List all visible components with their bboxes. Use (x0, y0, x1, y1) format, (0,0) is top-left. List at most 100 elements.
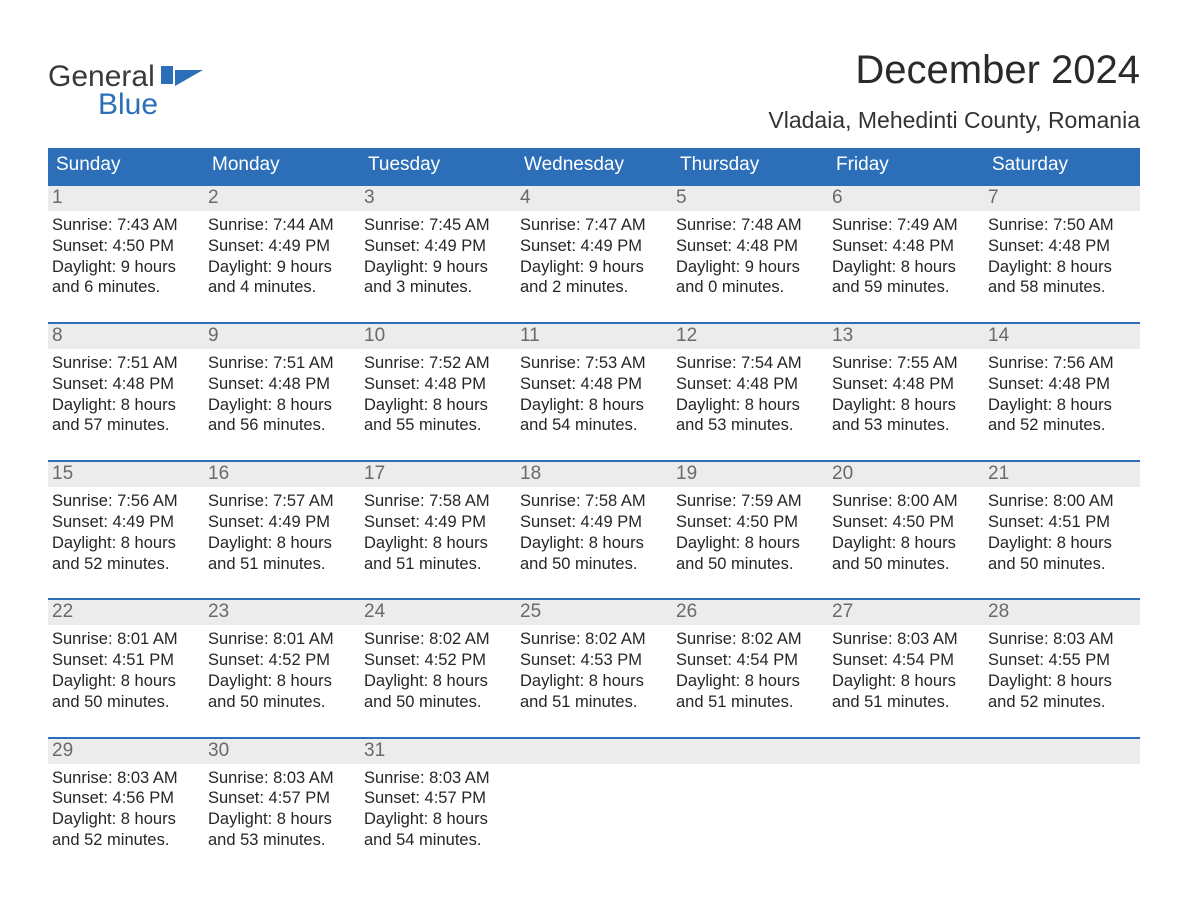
day-d1: Daylight: 8 hours (832, 533, 978, 554)
day-body (828, 764, 984, 848)
calendar-day: 28Sunrise: 8:03 AMSunset: 4:55 PMDayligh… (984, 600, 1140, 718)
day-sunset: Sunset: 4:48 PM (52, 374, 198, 395)
calendar-day: 5Sunrise: 7:48 AMSunset: 4:48 PMDaylight… (672, 186, 828, 304)
day-sunset: Sunset: 4:51 PM (52, 650, 198, 671)
weekday-header: Monday (204, 148, 360, 184)
day-sunrise: Sunrise: 7:51 AM (208, 353, 354, 374)
day-d1: Daylight: 8 hours (520, 671, 666, 692)
day-sunset: Sunset: 4:57 PM (208, 788, 354, 809)
day-number: 21 (984, 462, 1140, 487)
day-number: 22 (48, 600, 204, 625)
day-sunset: Sunset: 4:48 PM (832, 236, 978, 257)
day-d2: and 6 minutes. (52, 277, 198, 298)
day-d1: Daylight: 8 hours (988, 257, 1134, 278)
day-d2: and 55 minutes. (364, 415, 510, 436)
day-sunset: Sunset: 4:48 PM (988, 374, 1134, 395)
calendar-day (828, 739, 984, 857)
day-sunset: Sunset: 4:48 PM (676, 236, 822, 257)
calendar-day: 20Sunrise: 8:00 AMSunset: 4:50 PMDayligh… (828, 462, 984, 580)
day-d1: Daylight: 9 hours (676, 257, 822, 278)
day-d2: and 50 minutes. (988, 554, 1134, 575)
day-d2: and 58 minutes. (988, 277, 1134, 298)
weekday-header: Friday (828, 148, 984, 184)
day-body: Sunrise: 8:01 AMSunset: 4:52 PMDaylight:… (204, 625, 360, 718)
day-d2: and 53 minutes. (208, 830, 354, 851)
flag-icon (161, 66, 203, 93)
day-sunrise: Sunrise: 7:57 AM (208, 491, 354, 512)
day-body: Sunrise: 8:03 AMSunset: 4:54 PMDaylight:… (828, 625, 984, 718)
day-number (516, 739, 672, 764)
day-sunrise: Sunrise: 7:55 AM (832, 353, 978, 374)
day-d1: Daylight: 8 hours (208, 533, 354, 554)
day-d2: and 50 minutes. (208, 692, 354, 713)
day-d2: and 59 minutes. (832, 277, 978, 298)
day-d1: Daylight: 8 hours (364, 809, 510, 830)
day-number: 9 (204, 324, 360, 349)
day-d1: Daylight: 8 hours (364, 395, 510, 416)
calendar-week: 8Sunrise: 7:51 AMSunset: 4:48 PMDaylight… (48, 322, 1140, 442)
day-sunrise: Sunrise: 7:56 AM (988, 353, 1134, 374)
day-sunrise: Sunrise: 8:01 AM (52, 629, 198, 650)
day-sunrise: Sunrise: 7:45 AM (364, 215, 510, 236)
calendar-day: 24Sunrise: 8:02 AMSunset: 4:52 PMDayligh… (360, 600, 516, 718)
day-number: 23 (204, 600, 360, 625)
day-number: 15 (48, 462, 204, 487)
day-number: 5 (672, 186, 828, 211)
day-sunset: Sunset: 4:49 PM (52, 512, 198, 533)
calendar: Sunday Monday Tuesday Wednesday Thursday… (48, 148, 1140, 857)
day-number: 27 (828, 600, 984, 625)
day-sunrise: Sunrise: 7:56 AM (52, 491, 198, 512)
calendar-day: 31Sunrise: 8:03 AMSunset: 4:57 PMDayligh… (360, 739, 516, 857)
day-sunrise: Sunrise: 8:03 AM (832, 629, 978, 650)
day-body: Sunrise: 7:48 AMSunset: 4:48 PMDaylight:… (672, 211, 828, 304)
day-body (984, 764, 1140, 848)
day-d1: Daylight: 8 hours (520, 533, 666, 554)
day-body: Sunrise: 7:58 AMSunset: 4:49 PMDaylight:… (516, 487, 672, 580)
day-sunrise: Sunrise: 8:01 AM (208, 629, 354, 650)
weekday-header: Saturday (984, 148, 1140, 184)
day-number: 20 (828, 462, 984, 487)
day-d2: and 54 minutes. (364, 830, 510, 851)
day-d1: Daylight: 8 hours (676, 395, 822, 416)
day-d2: and 53 minutes. (832, 415, 978, 436)
day-d1: Daylight: 8 hours (208, 809, 354, 830)
calendar-day: 26Sunrise: 8:02 AMSunset: 4:54 PMDayligh… (672, 600, 828, 718)
calendar-week: 22Sunrise: 8:01 AMSunset: 4:51 PMDayligh… (48, 598, 1140, 718)
day-body: Sunrise: 8:02 AMSunset: 4:54 PMDaylight:… (672, 625, 828, 718)
day-sunrise: Sunrise: 8:03 AM (988, 629, 1134, 650)
day-body: Sunrise: 7:50 AMSunset: 4:48 PMDaylight:… (984, 211, 1140, 304)
day-body: Sunrise: 8:00 AMSunset: 4:51 PMDaylight:… (984, 487, 1140, 580)
day-body: Sunrise: 8:03 AMSunset: 4:56 PMDaylight:… (48, 764, 204, 857)
day-sunset: Sunset: 4:55 PM (988, 650, 1134, 671)
day-number: 12 (672, 324, 828, 349)
day-d1: Daylight: 8 hours (208, 395, 354, 416)
day-d1: Daylight: 8 hours (52, 395, 198, 416)
day-d2: and 51 minutes. (364, 554, 510, 575)
day-number: 26 (672, 600, 828, 625)
day-body: Sunrise: 7:47 AMSunset: 4:49 PMDaylight:… (516, 211, 672, 304)
day-sunrise: Sunrise: 8:02 AM (364, 629, 510, 650)
header-right: December 2024 Vladaia, Mehedinti County,… (768, 48, 1140, 142)
day-sunset: Sunset: 4:57 PM (364, 788, 510, 809)
calendar-day: 15 Sunrise: 7:56 AMSunset: 4:49 PMDayligh… (48, 462, 204, 580)
day-number: 16 (204, 462, 360, 487)
day-d1: Daylight: 8 hours (52, 533, 198, 554)
day-number: 2 (204, 186, 360, 211)
day-d1: Daylight: 8 hours (832, 671, 978, 692)
day-d2: and 50 minutes. (676, 554, 822, 575)
day-body: Sunrise: 7:59 AMSunset: 4:50 PMDaylight:… (672, 487, 828, 580)
day-sunrise: Sunrise: 8:03 AM (208, 768, 354, 789)
day-d1: Daylight: 8 hours (208, 671, 354, 692)
day-sunset: Sunset: 4:52 PM (208, 650, 354, 671)
day-body: Sunrise: 7:43 AMSunset: 4:50 PMDaylight:… (48, 211, 204, 304)
day-body: Sunrise: 7:57 AMSunset: 4:49 PMDaylight:… (204, 487, 360, 580)
page-header: General Blue December 2024 Vladaia, Mehe… (48, 48, 1140, 142)
day-body: Sunrise: 7:45 AMSunset: 4:49 PMDaylight:… (360, 211, 516, 304)
day-sunset: Sunset: 4:52 PM (364, 650, 510, 671)
day-sunrise: Sunrise: 8:00 AM (832, 491, 978, 512)
calendar-day: 16Sunrise: 7:57 AMSunset: 4:49 PMDayligh… (204, 462, 360, 580)
day-sunset: Sunset: 4:49 PM (208, 236, 354, 257)
day-number: 17 (360, 462, 516, 487)
day-body: Sunrise: 7:55 AMSunset: 4:48 PMDaylight:… (828, 349, 984, 442)
day-sunrise: Sunrise: 7:50 AM (988, 215, 1134, 236)
